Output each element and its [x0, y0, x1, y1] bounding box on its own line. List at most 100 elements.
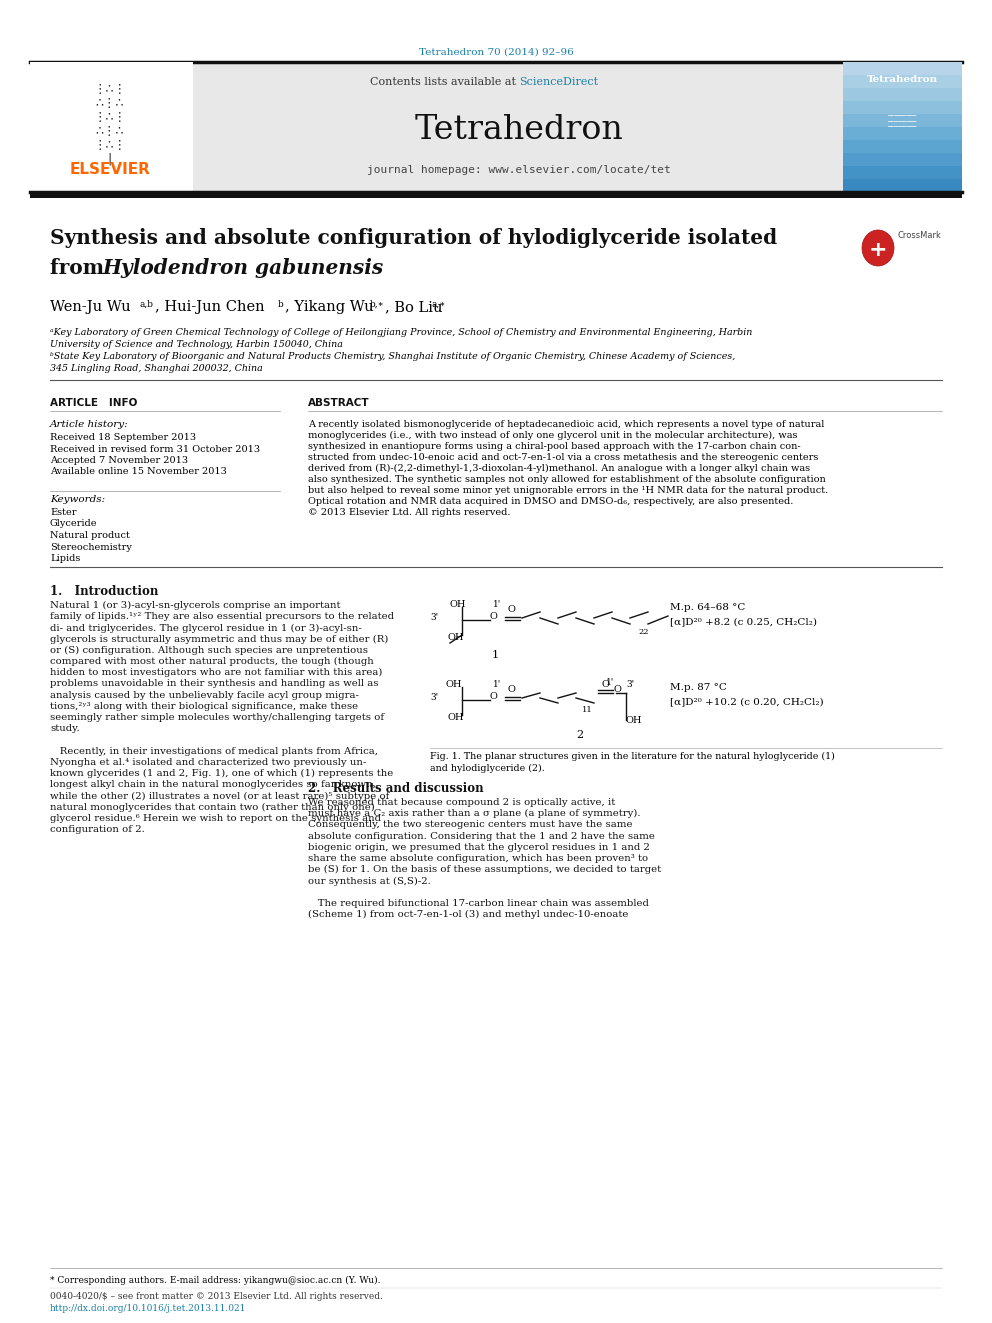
- Text: glycerols is structurally asymmetric and thus may be of either (R): glycerols is structurally asymmetric and…: [50, 635, 389, 644]
- Text: 345 Lingling Road, Shanghai 200032, China: 345 Lingling Road, Shanghai 200032, Chin…: [50, 364, 263, 373]
- Bar: [193, 62, 843, 192]
- Text: glycerol residue.⁶ Herein we wish to report on the synthesis and: glycerol residue.⁶ Herein we wish to rep…: [50, 814, 381, 823]
- Text: journal homepage: www.elsevier.com/locate/tet: journal homepage: www.elsevier.com/locat…: [367, 165, 671, 175]
- Text: biogenic origin, we presumed that the glycerol residues in 1 and 2: biogenic origin, we presumed that the gl…: [308, 843, 650, 852]
- Text: OH: OH: [445, 680, 461, 689]
- Text: Tetrahedron: Tetrahedron: [415, 114, 623, 146]
- Text: analysis caused by the unbelievably facile acyl group migra-: analysis caused by the unbelievably faci…: [50, 691, 359, 700]
- Text: ARTICLE   INFO: ARTICLE INFO: [50, 398, 137, 407]
- Text: O: O: [601, 680, 609, 689]
- Text: 3': 3': [430, 693, 438, 703]
- Bar: [843, 165, 962, 179]
- Text: a,∗: a,∗: [432, 300, 446, 310]
- Text: O: O: [613, 685, 621, 695]
- Text: , Yikang Wu: , Yikang Wu: [285, 300, 374, 314]
- Text: O: O: [508, 605, 516, 614]
- Text: , Hui-Jun Chen: , Hui-Jun Chen: [155, 300, 265, 314]
- Text: synthesized in enantiopure forms using a chiral-pool based approach with the 17-: synthesized in enantiopure forms using a…: [308, 442, 801, 451]
- Text: Recently, in their investigations of medical plants from Africa,: Recently, in their investigations of med…: [50, 746, 378, 755]
- Text: Fig. 1. The planar structures given in the literature for the natural hyloglycer: Fig. 1. The planar structures given in t…: [430, 751, 835, 761]
- Bar: [843, 101, 962, 114]
- Bar: [30, 62, 193, 192]
- Text: Synthesis and absolute configuration of hylodiglyceride isolated: Synthesis and absolute configuration of …: [50, 228, 778, 247]
- Text: compared with most other natural products, the tough (though: compared with most other natural product…: [50, 658, 374, 665]
- Text: a,b: a,b: [140, 300, 154, 310]
- Text: Accepted 7 November 2013: Accepted 7 November 2013: [50, 456, 188, 464]
- Text: [α]D²⁰ +8.2 (c 0.25, CH₂Cl₂): [α]D²⁰ +8.2 (c 0.25, CH₂Cl₂): [670, 617, 817, 626]
- Text: share the same absolute configuration, which has been proven³ to: share the same absolute configuration, w…: [308, 855, 648, 863]
- Text: +: +: [869, 239, 887, 261]
- Text: O: O: [508, 685, 516, 695]
- Text: 1.   Introduction: 1. Introduction: [50, 585, 159, 598]
- Text: seemingly rather simple molecules worthy/challenging targets of: seemingly rather simple molecules worthy…: [50, 713, 384, 722]
- Text: family of lipids.¹ʸ² They are also essential precursors to the related: family of lipids.¹ʸ² They are also essen…: [50, 613, 394, 622]
- Text: O: O: [490, 613, 498, 620]
- Text: * Corresponding authors. E-mail address: yikangwu@sioc.ac.cn (Y. Wu).: * Corresponding authors. E-mail address:…: [50, 1275, 381, 1285]
- Bar: [30, 192, 962, 198]
- Text: 1': 1': [493, 601, 501, 609]
- Text: Hylodendron gabunensis: Hylodendron gabunensis: [102, 258, 383, 278]
- Text: also synthesized. The synthetic samples not only allowed for establishment of th: also synthesized. The synthetic samples …: [308, 475, 825, 484]
- Text: Stereochemistry: Stereochemistry: [50, 542, 132, 552]
- Text: be (S) for 1. On the basis of these assumptions, we decided to target: be (S) for 1. On the basis of these assu…: [308, 865, 661, 875]
- Text: must have a C₂ axis rather than a σ plane (a plane of symmetry).: must have a C₂ axis rather than a σ plan…: [308, 810, 641, 819]
- Text: ELSEVIER: ELSEVIER: [69, 161, 151, 176]
- Text: Wen-Ju Wu: Wen-Ju Wu: [50, 300, 131, 314]
- Text: 1: 1: [491, 650, 499, 660]
- Text: O: O: [490, 692, 498, 701]
- Text: http://dx.doi.org/10.1016/j.tet.2013.11.021: http://dx.doi.org/10.1016/j.tet.2013.11.…: [50, 1304, 246, 1312]
- Text: natural monoglycerides that contain two (rather than only one): natural monoglycerides that contain two …: [50, 803, 375, 812]
- Text: 22: 22: [638, 628, 649, 636]
- Text: b: b: [278, 300, 284, 310]
- Text: but also helped to reveal some minor yet unignorable errors in the ¹H NMR data f: but also helped to reveal some minor yet…: [308, 486, 828, 495]
- Text: A recently isolated bismonoglyceride of heptadecanedioic acid, which represents : A recently isolated bismonoglyceride of …: [308, 419, 824, 429]
- Bar: [843, 62, 962, 192]
- Text: problems unavoidable in their synthesis and handling as well as: problems unavoidable in their synthesis …: [50, 680, 379, 688]
- Bar: [843, 140, 962, 153]
- Bar: [843, 127, 962, 140]
- Text: our synthesis at (S,S)-2.: our synthesis at (S,S)-2.: [308, 876, 431, 885]
- Text: tions,²ʸ³ along with their biological significance, make these: tions,²ʸ³ along with their biological si…: [50, 701, 358, 710]
- Text: The required bifunctional 17-carbon linear chain was assembled: The required bifunctional 17-carbon line…: [308, 898, 649, 908]
- Text: b,∗: b,∗: [370, 300, 385, 310]
- Text: University of Science and Technology, Harbin 150040, China: University of Science and Technology, Ha…: [50, 340, 343, 349]
- Text: ABSTRACT: ABSTRACT: [308, 398, 370, 407]
- Text: 1': 1': [606, 677, 614, 687]
- Text: Consequently, the two stereogenic centers must have the same: Consequently, the two stereogenic center…: [308, 820, 633, 830]
- Text: 1': 1': [493, 680, 501, 689]
- Text: while the other (2) illustrates a novel (or at least rare)⁵ subtype of: while the other (2) illustrates a novel …: [50, 791, 390, 800]
- Text: 3': 3': [430, 613, 438, 622]
- Text: M.p. 64–68 °C: M.p. 64–68 °C: [670, 603, 745, 613]
- Text: © 2013 Elsevier Ltd. All rights reserved.: © 2013 Elsevier Ltd. All rights reserved…: [308, 508, 511, 517]
- Bar: [843, 114, 962, 127]
- Bar: [843, 75, 962, 89]
- Text: known glycerides (1 and 2, Fig. 1), one of which (1) represents the: known glycerides (1 and 2, Fig. 1), one …: [50, 769, 393, 778]
- Text: ᵇState Key Laboratory of Bioorganic and Natural Products Chemistry, Shanghai Ins: ᵇState Key Laboratory of Bioorganic and …: [50, 352, 735, 361]
- Text: CrossMark: CrossMark: [898, 232, 941, 241]
- Text: ScienceDirect: ScienceDirect: [519, 77, 598, 87]
- Text: Tetrahedron 70 (2014) 92–96: Tetrahedron 70 (2014) 92–96: [419, 48, 573, 57]
- Text: Natural 1 (or 3)-acyl-sn-glycerols comprise an important: Natural 1 (or 3)-acyl-sn-glycerols compr…: [50, 601, 340, 610]
- Text: OH: OH: [450, 601, 466, 609]
- Ellipse shape: [862, 230, 894, 266]
- Text: Available online 15 November 2013: Available online 15 November 2013: [50, 467, 227, 476]
- Text: study.: study.: [50, 724, 79, 733]
- Text: Nyongha et al.⁴ isolated and characterized two previously un-: Nyongha et al.⁴ isolated and characteriz…: [50, 758, 366, 767]
- Text: ᵃKey Laboratory of Green Chemical Technology of College of Heilongjiang Province: ᵃKey Laboratory of Green Chemical Techno…: [50, 328, 752, 337]
- Text: or (S) configuration. Although such species are unpretentious: or (S) configuration. Although such spec…: [50, 646, 368, 655]
- Text: longest alkyl chain in the natural monoglycerides so far known,: longest alkyl chain in the natural monog…: [50, 781, 376, 790]
- Text: 11: 11: [582, 706, 593, 714]
- Text: Optical rotation and NMR data acquired in DMSO and DMSO-d₆, respectively, are al: Optical rotation and NMR data acquired i…: [308, 497, 794, 505]
- Text: 3': 3': [626, 680, 634, 689]
- Bar: [843, 62, 962, 75]
- Text: Contents lists available at: Contents lists available at: [369, 77, 519, 87]
- Text: and hylodiglyceride (2).: and hylodiglyceride (2).: [430, 763, 545, 773]
- Text: Glyceride: Glyceride: [50, 520, 97, 528]
- Bar: [843, 89, 962, 101]
- Text: OH: OH: [448, 713, 464, 722]
- Text: Received in revised form 31 October 2013: Received in revised form 31 October 2013: [50, 445, 260, 454]
- Text: from: from: [50, 258, 111, 278]
- Text: OH: OH: [448, 632, 464, 642]
- Text: absolute configuration. Considering that the 1 and 2 have the same: absolute configuration. Considering that…: [308, 832, 655, 840]
- Text: Received 18 September 2013: Received 18 September 2013: [50, 433, 196, 442]
